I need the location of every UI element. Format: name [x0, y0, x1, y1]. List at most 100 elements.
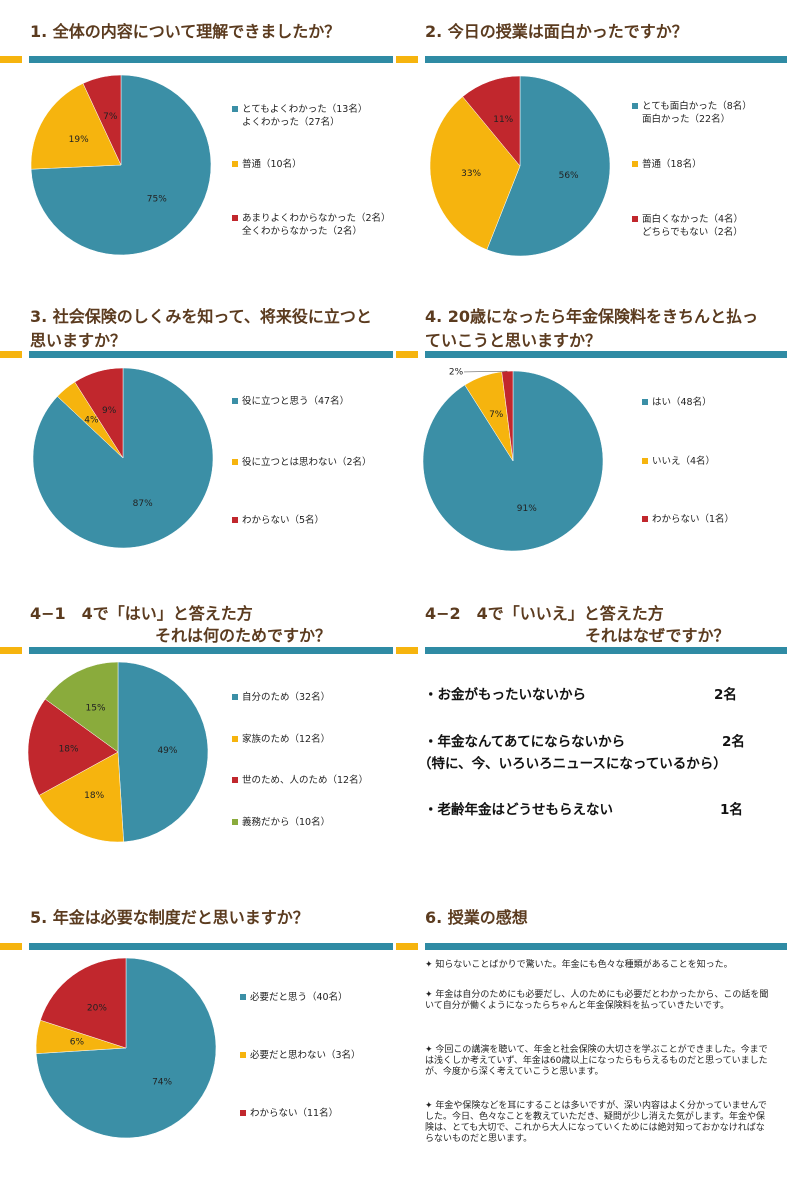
- bar-accent: [396, 647, 418, 654]
- legend-entry: 自分のため（32名）: [232, 691, 330, 704]
- data-label: 4%: [84, 415, 99, 425]
- legend-swatch: [232, 819, 238, 825]
- reason: ・お金がもったいないから: [424, 687, 586, 703]
- data-label: 7%: [103, 112, 118, 122]
- legend-swatch: [232, 459, 238, 465]
- legend-swatch: [232, 398, 238, 404]
- legend-swatch: [642, 516, 648, 522]
- legend-entry: とてもよくわかった（13名） よくわかった（27名）: [232, 103, 367, 129]
- legend-swatch: [240, 1110, 246, 1116]
- pie-slice: [30, 83, 122, 170]
- pie-slice: [82, 74, 122, 166]
- legend-swatch: [632, 216, 638, 222]
- data-label: 18%: [59, 744, 79, 754]
- legend-swatch: [232, 517, 238, 523]
- legend-entry: 必要だと思う（40名）: [240, 991, 348, 1004]
- data-label: 33%: [461, 169, 481, 179]
- panel-subtitle: それはなぜですか？: [585, 626, 730, 645]
- chart-title: 2. 今日の授業は面白かったですか？: [425, 22, 688, 41]
- data-label: 7%: [489, 410, 504, 420]
- data-label: 11%: [493, 115, 513, 125]
- legend-swatch: [632, 103, 638, 109]
- legend-swatch: [642, 399, 648, 405]
- bar-rule: [29, 351, 393, 358]
- legend-swatch: [642, 458, 648, 464]
- bar-rule: [29, 943, 393, 950]
- legend-entry: 面白くなかった（4名） どちらでもない（2名）: [632, 213, 743, 239]
- legend-entry: 義務だから（10名）: [232, 816, 330, 829]
- legend-swatch: [232, 106, 238, 112]
- legend-entry: いいえ（4名）: [642, 455, 715, 468]
- legend-entry: はい（48名）: [642, 396, 712, 409]
- bar-rule: [29, 647, 393, 654]
- legend-swatch: [232, 215, 238, 221]
- comment: ✦ 年金や保険などを耳にすることは多いですが、深い内容はよく分かっていませんでし…: [425, 1101, 767, 1144]
- bar-rule: [425, 351, 787, 358]
- legend-swatch: [232, 694, 238, 700]
- bar-accent: [396, 943, 418, 950]
- data-label: 56%: [559, 171, 579, 181]
- legend-swatch: [232, 777, 238, 783]
- bar-rule: [425, 647, 787, 654]
- legend-entry: 普通（18名）: [632, 158, 702, 171]
- legend-entry: あまりよくわからなかった（2名） 全くわからなかった（2名）: [232, 212, 391, 238]
- bar-accent: [396, 351, 418, 358]
- data-label: 49%: [157, 746, 177, 756]
- legend-entry: 役に立つと思う（47名）: [232, 395, 349, 408]
- bar-rule: [425, 56, 787, 63]
- legend-entry: 家族のため（12名）: [232, 733, 330, 746]
- legend-entry: 役に立つとは思わない（2名）: [232, 456, 372, 469]
- chart-title: 1. 全体の内容について理解できましたか？: [30, 22, 341, 41]
- bar-rule: [29, 56, 393, 63]
- legend-entry: 必要だと思わない（3名）: [240, 1049, 361, 1062]
- reason-count: 1名: [720, 802, 743, 818]
- data-label: 6%: [70, 1037, 85, 1047]
- data-label: 75%: [147, 195, 167, 205]
- data-label: 20%: [87, 1003, 107, 1013]
- data-label: 15%: [86, 703, 106, 713]
- pie-slice: [74, 367, 124, 459]
- reason-note: （特に、今、いろいろニュースになっているから）: [418, 756, 727, 772]
- legend-entry: わからない（1名）: [642, 513, 734, 526]
- chart-title: 3. 社会保険のしくみを知って、将来役に立つと 思いますか？: [30, 307, 372, 350]
- legend-entry: 普通（10名）: [232, 158, 302, 171]
- data-label: 9%: [102, 406, 117, 416]
- data-label: 87%: [133, 499, 153, 509]
- bar-accent: [0, 56, 22, 63]
- legend-swatch: [632, 161, 638, 167]
- data-label: 2%: [449, 367, 464, 377]
- chart-title: 4. 20歳になったら年金保険料をきちんと払っ ていこうと思いますか？: [425, 307, 759, 350]
- panel-title: 4−2 4で「いいえ」と答えた方: [425, 604, 664, 623]
- legend-swatch: [240, 1052, 246, 1058]
- reason: ・年金なんてあてにならないから: [424, 734, 626, 750]
- chart-title: 5. 年金は必要な制度だと思いますか？: [30, 908, 309, 927]
- bar-accent: [0, 647, 22, 654]
- reason: ・老齢年金はどうせもらえない: [424, 802, 613, 818]
- pie-slice: [429, 96, 521, 251]
- data-label: 18%: [84, 791, 104, 801]
- pie-slice: [486, 75, 611, 257]
- legend-entry: 世のため、人のため（12名）: [232, 774, 368, 787]
- legend-swatch: [232, 161, 238, 167]
- legend-swatch: [240, 994, 246, 1000]
- reason-count: 2名: [714, 687, 737, 703]
- legend-entry: わからない（5名）: [232, 514, 324, 527]
- label-leader: [463, 370, 508, 373]
- bar-rule: [425, 943, 787, 950]
- pie-slice: [27, 698, 119, 796]
- legend-entry: とても面白かった（8名） 面白かった（22名）: [632, 100, 752, 126]
- chart-subtitle: それは何のためですか？: [155, 626, 332, 645]
- pie-slice: [40, 957, 127, 1049]
- reason-count: 2名: [722, 734, 745, 750]
- data-label: 91%: [517, 504, 537, 514]
- data-label: 19%: [69, 135, 89, 145]
- pie-slice: [117, 661, 209, 843]
- pie-slice: [38, 751, 124, 843]
- pie-slice: [462, 75, 521, 167]
- legend-entry: わからない（11名）: [240, 1107, 338, 1120]
- comment: ✦ 知らないことばかりで驚いた。年金にも色々な種類があることを知った。: [425, 960, 733, 970]
- chart-title: 4−1 4で「はい」と答えた方: [30, 604, 253, 623]
- comment: ✦ 今回この講演を聴いて、年金と社会保険の大切さを学ぶことができました。今までは…: [425, 1045, 768, 1077]
